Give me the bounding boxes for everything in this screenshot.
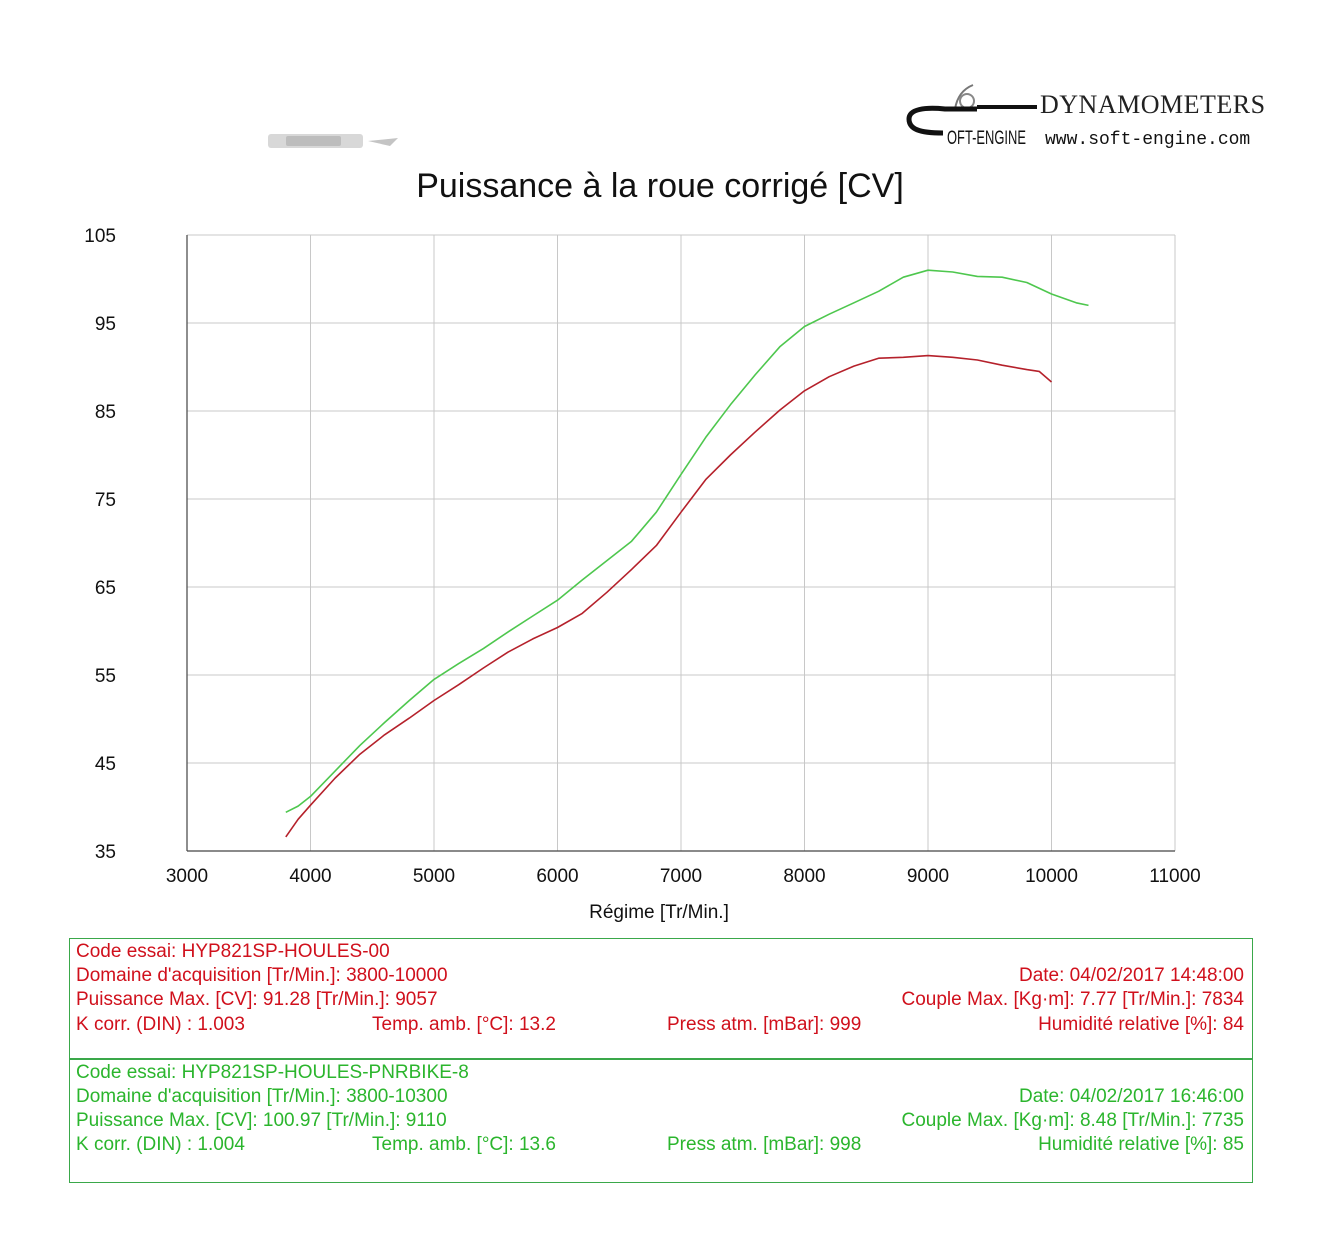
chart-title: Puissance à la roue corrigé [CV] <box>416 167 904 205</box>
y-tick-label: 35 <box>95 842 116 863</box>
brand-name: DYNAMOMETERS <box>1040 90 1266 119</box>
test-date: Date: 04/02/2017 16:46:00 <box>1018 1086 1244 1107</box>
x-tick-label: 9000 <box>907 866 949 887</box>
y-tick-label: 75 <box>95 490 116 511</box>
test-info-panel-1: Code essai: HYP821SP-HOULES-00 Domaine d… <box>69 938 1253 1060</box>
y-tick-label: 65 <box>95 578 116 599</box>
y-tick-label: 45 <box>95 754 116 775</box>
max-torque: Couple Max. [Kg·m]: 8.48 [Tr/Min.]: 7735 <box>901 1110 1245 1131</box>
k-corr: K corr. (DIN) : 1.003 <box>76 1014 245 1035</box>
x-tick-label: 11000 <box>1149 866 1200 887</box>
y-tick-label: 105 <box>84 226 116 247</box>
x-tick-label: 10000 <box>1025 866 1078 887</box>
x-tick-label: 4000 <box>289 866 331 887</box>
y-tick-label: 85 <box>95 402 116 423</box>
x-tick-label: 6000 <box>536 866 578 887</box>
relative-humidity: Humidité relative [%]: 85 <box>1038 1134 1244 1155</box>
soft-engine-logo-icon <box>906 84 1037 136</box>
ambient-temp: Temp. amb. [°C]: 13.2 <box>372 1014 556 1035</box>
x-tick-label: 7000 <box>660 866 702 887</box>
test-info-panel-2: Code essai: HYP821SP-HOULES-PNRBIKE-8 Do… <box>69 1058 1253 1183</box>
y-tick-label: 95 <box>95 314 116 335</box>
series-line-2 <box>285 269 1089 814</box>
relative-humidity: Humidité relative [%]: 84 <box>1038 1014 1244 1035</box>
test-code: Code essai: HYP821SP-HOULES-00 <box>76 941 390 962</box>
chart-series <box>285 269 1089 838</box>
x-axis-label: Régime [Tr/Min.] <box>589 902 729 923</box>
max-torque: Couple Max. [Kg·m]: 7.77 [Tr/Min.]: 7834 <box>901 989 1245 1010</box>
atm-pressure: Press atm. [mBar]: 999 <box>667 1014 862 1035</box>
atm-pressure: Press atm. [mBar]: 998 <box>667 1134 862 1155</box>
brand-logo-text: OFT-ENGINE <box>947 128 1026 149</box>
x-tick-labels: 3000 4000 5000 6000 7000 8000 9000 10000 11000 <box>166 866 1201 887</box>
test-code: Code essai: HYP821SP-HOULES-PNRBIKE-8 <box>76 1062 469 1083</box>
power-chart: Puissance à la roue corrigé [CV] 3000 400… <box>84 167 1201 923</box>
series-line-1 <box>285 354 1053 838</box>
partner-logo <box>268 134 398 148</box>
test-date: Date: 04/02/2017 14:48:00 <box>1018 965 1244 986</box>
chart-axes <box>186 235 1175 852</box>
chart-grid <box>187 234 1176 851</box>
ambient-temp: Temp. amb. [°C]: 13.6 <box>372 1134 556 1155</box>
x-tick-label: 8000 <box>783 866 825 887</box>
brand-url: www.soft-engine.com <box>1045 130 1251 150</box>
max-power: Puissance Max. [CV]: 91.28 [Tr/Min.]: 90… <box>76 989 438 1010</box>
y-tick-labels: 35 45 55 65 75 85 95 105 <box>84 226 116 863</box>
y-tick-label: 55 <box>95 666 116 687</box>
brand-header: DYNAMOMETERS OFT-ENGINE www.soft-engine.… <box>905 75 1285 165</box>
k-corr: K corr. (DIN) : 1.004 <box>76 1134 245 1155</box>
x-tick-label: 5000 <box>413 866 455 887</box>
max-power: Puissance Max. [CV]: 100.97 [Tr/Min.]: 9… <box>76 1110 447 1131</box>
x-tick-label: 3000 <box>166 866 208 887</box>
acquisition-range: Domaine d'acquisition [Tr/Min.]: 3800-10… <box>76 1086 448 1107</box>
acquisition-range: Domaine d'acquisition [Tr/Min.]: 3800-10… <box>76 965 448 986</box>
